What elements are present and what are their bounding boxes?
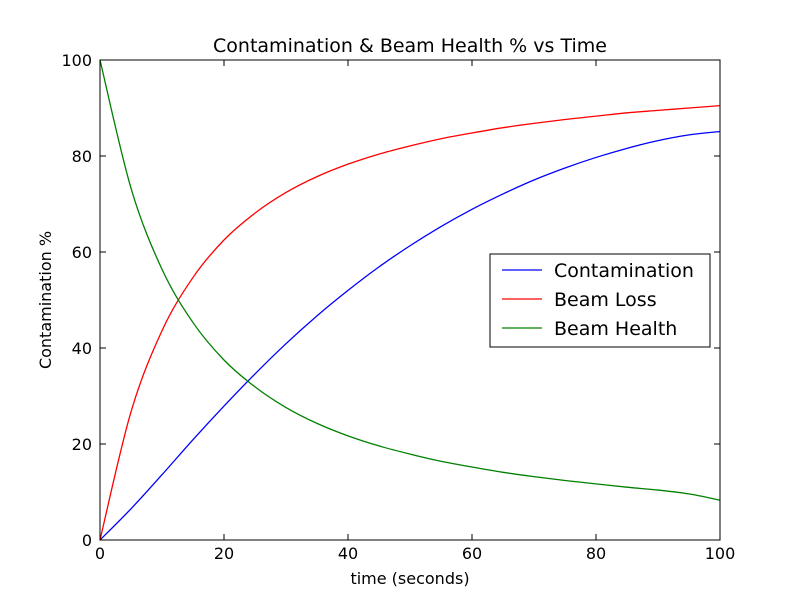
legend-label-beam-loss: Beam Loss — [554, 289, 657, 311]
series-line-beam-health — [99, 59, 721, 501]
y-tick-label: 40 — [72, 339, 92, 358]
x-tick-label: 20 — [214, 544, 234, 563]
x-tick-label: 40 — [338, 544, 358, 563]
series-line-contamination — [99, 130, 721, 541]
x-tick-label: 80 — [586, 544, 606, 563]
x-axis-title: time (seconds) — [350, 569, 469, 588]
y-tick-label: 20 — [72, 435, 92, 454]
y-axis-title: Contamination % — [36, 231, 55, 369]
plot-frame — [99, 59, 721, 541]
legend-label-contamination: Contamination — [554, 260, 694, 282]
x-tick-label: 0 — [95, 544, 105, 563]
series-layer — [99, 59, 721, 541]
x-tick-label: 60 — [462, 544, 482, 563]
y-tick-label: 0 — [82, 531, 92, 550]
legend-label-beam-health: Beam Health — [554, 318, 677, 340]
y-tick-label: 60 — [72, 243, 92, 262]
legend: Contamination Beam Loss Beam Health — [489, 253, 711, 348]
ticks-layer: 0 20 40 60 80 100 0 20 40 60 80 100 — [61, 51, 735, 563]
chart-title: Contamination & Beam Health % vs Time — [213, 35, 607, 57]
series-line-beam-loss — [99, 104, 721, 541]
y-tick-label: 100 — [61, 51, 92, 70]
y-tick-label: 80 — [72, 147, 92, 166]
x-tick-label: 100 — [705, 544, 736, 563]
